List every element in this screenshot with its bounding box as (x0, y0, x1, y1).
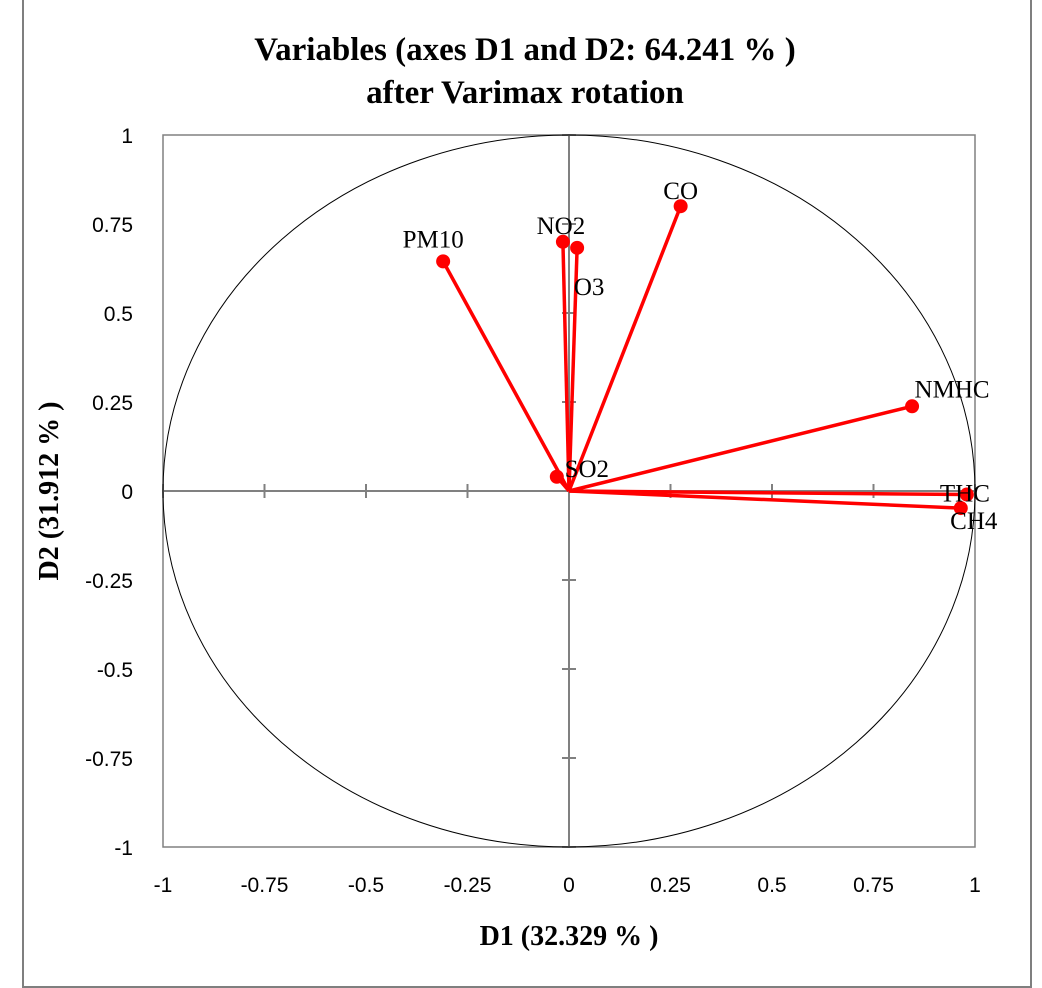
point-thc (959, 487, 974, 502)
y-tick-labels: 1 0.75 0.5 0.25 0 -0.25 -0.5 -0.75 -1 (85, 125, 133, 860)
y-tick-label: -1 (114, 837, 133, 860)
vector-nmhc (568, 404, 913, 493)
y-tick-label: -0.25 (85, 570, 133, 593)
point-no2 (555, 234, 570, 249)
x-axis-title: D1 (32.329 % ) (480, 921, 659, 952)
x-tick-label: 0.25 (650, 874, 691, 897)
label-o3: O3 (574, 274, 605, 301)
point-ch4 (953, 501, 968, 516)
y-tick-label: 0.75 (92, 214, 133, 237)
y-axis-title: D2 (31.912 % ) (34, 402, 65, 581)
vector-co (567, 205, 683, 492)
x-tick-label: 0 (563, 874, 575, 897)
x-tick-label: -0.75 (241, 874, 289, 897)
label-thc: THC (940, 481, 990, 508)
y-tick-label: 0.5 (104, 303, 133, 326)
chart-subtitle: after Varimax rotation (366, 75, 684, 111)
label-nmhc: NMHC (915, 376, 990, 403)
y-tick-label: -0.75 (85, 748, 133, 771)
vector-no2 (561, 241, 571, 492)
vector-layer (436, 199, 974, 516)
vector-pm10 (441, 260, 571, 492)
label-pm10: PM10 (403, 226, 464, 253)
chart-title: Variables (axes D1 and D2: 64.241 % ) (254, 32, 795, 68)
label-co: CO (663, 178, 698, 205)
y-tick-label: 0 (121, 481, 133, 504)
x-tick-label: 0.75 (853, 874, 894, 897)
x-tick-label: -0.25 (444, 874, 492, 897)
label-so2: SO2 (565, 456, 609, 483)
x-tick-label: 0.5 (757, 874, 786, 897)
label-no2: NO2 (537, 213, 586, 240)
point-o3 (570, 240, 585, 255)
y-tick-label: 0.25 (92, 392, 133, 415)
point-co (673, 199, 688, 214)
x-tick-label: 1 (969, 874, 981, 897)
point-so2 (549, 469, 564, 484)
x-tick-label: -1 (154, 874, 173, 897)
x-tick-labels: -1 -0.75 -0.5 -0.25 0 0.25 0.5 0.75 1 (154, 874, 981, 897)
unit-circle-layer (162, 134, 976, 848)
vector-thc (568, 489, 967, 497)
vector-ch4 (568, 489, 961, 510)
label-ch4: CH4 (950, 508, 998, 535)
point-pm10 (436, 254, 451, 269)
unit-circle (162, 134, 976, 848)
point-nmhc (905, 399, 920, 414)
y-tick-label: 1 (121, 125, 133, 148)
vector-o3 (567, 247, 579, 492)
y-tick-label: -0.5 (97, 659, 133, 682)
x-tick-label: -0.5 (348, 874, 384, 897)
